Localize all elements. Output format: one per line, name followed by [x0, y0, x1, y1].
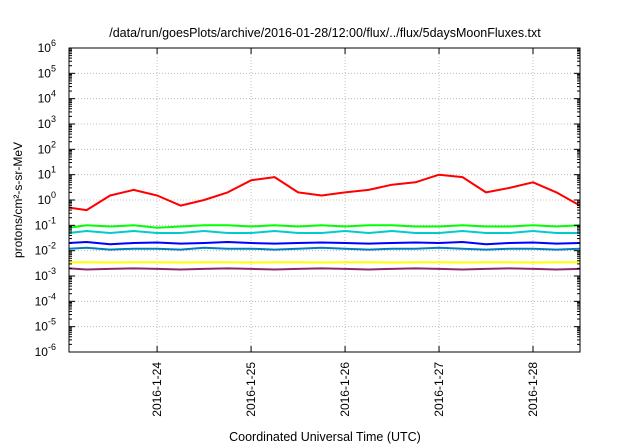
y-tick-label: 101	[38, 165, 56, 182]
y-tick-label: 10-5	[35, 317, 56, 334]
y-tick-label: 10-3	[35, 266, 56, 283]
y-tick-label: 106	[38, 38, 56, 55]
series-line-2	[68, 224, 581, 229]
data-series	[68, 173, 581, 271]
x-tick-label: 2016-1-27	[432, 362, 446, 417]
series-line-4	[68, 241, 581, 246]
y-tick-label: 103	[38, 114, 56, 131]
y-tick-labels: 106 105 104 103 102 101 100 10-1 10-2 10-3 10-4 10-…	[35, 38, 56, 359]
y-tick-label: 100	[38, 190, 56, 207]
series-line-1	[68, 173, 581, 212]
series-line-3	[68, 230, 580, 234]
y-tick-label: 104	[38, 89, 56, 106]
y-tick-label: 10-2	[35, 241, 56, 258]
y-tick-label: 10-6	[35, 342, 56, 359]
y-tick-label: 10-4	[35, 291, 56, 308]
grid-lines	[69, 48, 580, 352]
series-line-5	[68, 246, 581, 251]
series-line-7	[68, 267, 581, 271]
x-tick-labels: 2016-1-24 2016-1-25 2016-1-26 2016-1-27 2016…	[150, 362, 540, 417]
x-tick-label: 2016-1-25	[244, 362, 258, 417]
y-tick-label: 105	[38, 63, 56, 80]
x-axis-label: Coordinated Universal Time (UTC)	[229, 430, 421, 444]
y-axis-label: protons/cm²-s-sr-MeV	[11, 142, 25, 258]
y-tick-label: 10-1	[35, 215, 56, 232]
x-tick-label: 2016-1-26	[338, 362, 352, 417]
chart-title: /data/run/goesPlots/archive/2016-01-28/1…	[109, 26, 541, 40]
x-tick-label: 2016-1-24	[150, 362, 164, 417]
x-tick-label: 2016-1-28	[526, 362, 540, 417]
y-tick-label: 102	[38, 139, 56, 156]
axis-ticks	[69, 47, 580, 353]
